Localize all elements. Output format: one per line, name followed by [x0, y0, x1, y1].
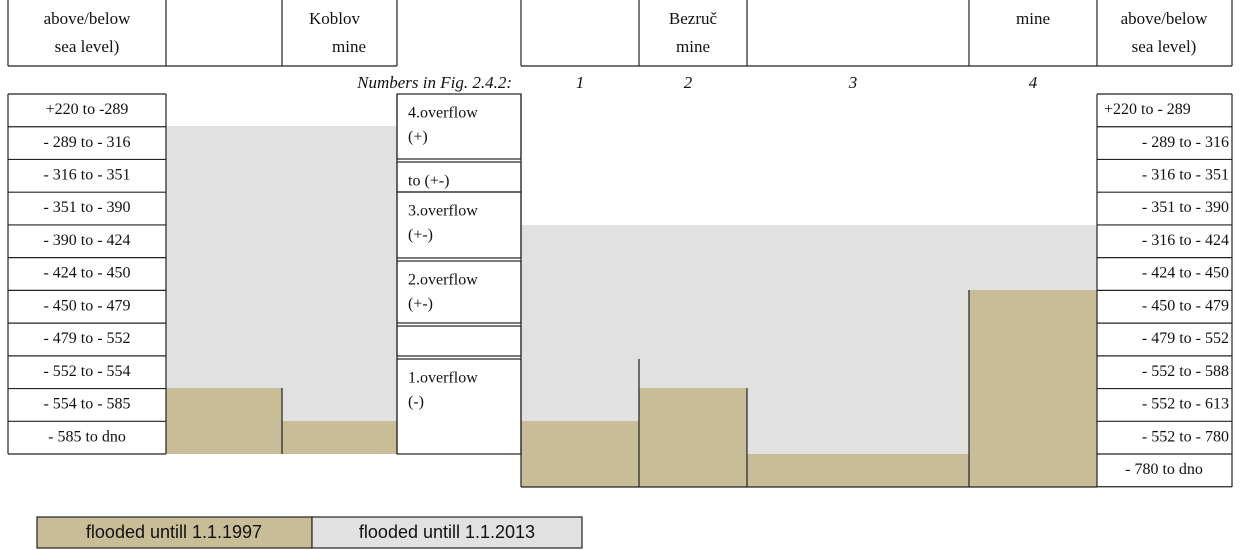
level-label: - 316 to - 351	[43, 166, 130, 183]
header: sea level)	[1132, 37, 1197, 56]
legend-label: flooded untill 1.1.1997	[86, 522, 262, 542]
level-label: - 479 to - 552	[1142, 330, 1229, 347]
header: Bezruč	[669, 9, 718, 28]
caption: Numbers in Fig. 2.4.2:	[356, 73, 512, 92]
flood-1997-left-2	[282, 421, 397, 454]
overflow-box	[396, 191, 522, 259]
header: mine	[676, 37, 710, 56]
number: 4	[1029, 73, 1038, 92]
level-label: - 289 to - 316	[1142, 134, 1229, 151]
overflow-box	[396, 358, 522, 455]
level-label: - 390 to - 424	[43, 232, 130, 249]
header: mine	[1016, 9, 1050, 28]
level-label: - 552 to - 613	[1142, 396, 1229, 413]
flood-1997-r4	[969, 290, 1097, 487]
overflow-label: (+)	[408, 129, 428, 146]
overflow-label: (-)	[408, 394, 424, 411]
legend-label: flooded untill 1.1.2013	[359, 522, 535, 542]
number: 1	[576, 73, 585, 92]
level-label: - 316 to - 351	[1142, 166, 1229, 183]
level-label: +220 to - 289	[1104, 101, 1191, 118]
level-label: - 450 to - 479	[43, 297, 130, 314]
overflow-label: 1.overflow	[408, 370, 478, 387]
level-label: - 424 to - 450	[43, 265, 130, 282]
header: above/below	[44, 9, 132, 28]
level-label: - 316 to - 424	[1142, 232, 1229, 249]
level-label: - 450 to - 479	[1142, 297, 1229, 314]
level-label: - 552 to - 554	[43, 363, 130, 380]
overflow-box	[396, 93, 522, 160]
header: Koblov	[309, 9, 361, 28]
overflow-box	[396, 260, 522, 324]
legend-swatch	[311, 516, 583, 549]
level-label: - 351 to - 390	[43, 199, 130, 216]
level-label: - 780 to dno	[1125, 461, 1203, 478]
flood-1997-r3	[747, 454, 969, 487]
header: mine	[332, 37, 366, 56]
flood-1997-r1	[521, 421, 639, 487]
header: above/below	[1121, 9, 1209, 28]
level-label: +220 to -289	[46, 101, 129, 118]
overflow-label: 4.overflow	[408, 105, 478, 122]
header: sea level)	[55, 37, 120, 56]
number: 2	[684, 73, 693, 92]
number: 3	[848, 73, 858, 92]
level-label: - 351 to - 390	[1142, 199, 1229, 216]
level-label: - 554 to - 585	[43, 396, 130, 413]
level-label: - 289 to - 316	[43, 134, 130, 151]
level-label: - 585 to dno	[48, 428, 126, 445]
flood-1997-r2	[639, 388, 747, 487]
overflow-label: 3.overflow	[408, 203, 478, 220]
overflow-box	[396, 325, 522, 357]
level-label: - 552 to - 780	[1142, 428, 1229, 445]
level-label: - 552 to - 588	[1142, 363, 1229, 380]
overflow-label: to (+-)	[408, 173, 449, 190]
level-label: - 424 to - 450	[1142, 265, 1229, 282]
overflow-label: (+-)	[408, 227, 433, 244]
level-label: - 479 to - 552	[43, 330, 130, 347]
flood-1997-left-1	[166, 388, 282, 454]
overflow-label: 2.overflow	[408, 272, 478, 289]
overflow-label: (+-)	[408, 296, 433, 313]
